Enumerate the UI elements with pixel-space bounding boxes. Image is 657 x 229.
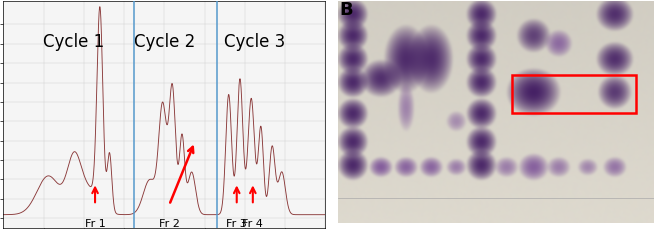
Text: Fr 4: Fr 4	[242, 219, 263, 229]
Text: Cycle 2: Cycle 2	[133, 33, 195, 51]
Text: Fr 3: Fr 3	[227, 219, 247, 229]
Text: B: B	[340, 1, 353, 19]
Bar	[512, 76, 637, 113]
Text: Fr 1: Fr 1	[85, 219, 105, 229]
Text: Fr 2: Fr 2	[159, 219, 179, 229]
Text: Cycle 3: Cycle 3	[224, 33, 285, 51]
Text: Cycle 1: Cycle 1	[43, 33, 104, 51]
